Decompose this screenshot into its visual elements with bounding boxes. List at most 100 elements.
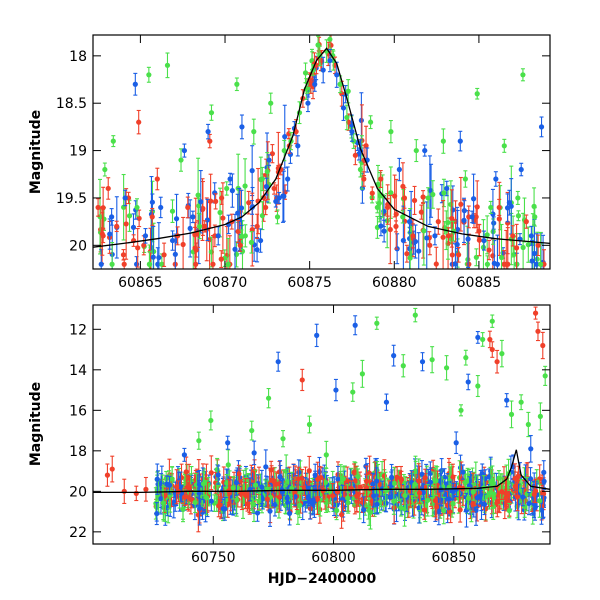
data-point-blue	[142, 228, 149, 244]
data-point-red	[361, 171, 367, 187]
band-point-red	[306, 455, 312, 486]
band-point-blue	[460, 464, 466, 480]
data-point-red	[476, 223, 482, 239]
cloud-point-blue	[424, 201, 430, 269]
top-x-tick-label: 60885	[457, 275, 502, 291]
band-point-blue	[361, 496, 367, 524]
band-point-green	[441, 496, 447, 525]
band-point-red	[213, 471, 219, 494]
data-point-blue	[251, 440, 257, 466]
band-point-red	[270, 467, 276, 494]
band-point-green	[506, 502, 512, 519]
cloud-point-green	[515, 210, 522, 222]
data-point-green	[249, 420, 255, 441]
data-point-green	[208, 104, 215, 121]
data-point-red	[263, 199, 269, 216]
cloud-point-blue	[465, 210, 471, 269]
data-point-green	[463, 349, 469, 366]
band-point-blue	[154, 502, 160, 526]
data-point-blue	[381, 219, 387, 243]
data-point-green	[234, 77, 240, 92]
band-point-green	[345, 491, 351, 514]
data-point-green	[537, 402, 543, 431]
data-point-red	[131, 234, 137, 247]
data-point-red	[237, 238, 243, 252]
cloud-point-blue	[232, 213, 238, 269]
data-point-green	[110, 135, 116, 148]
cloud-point-red	[440, 199, 446, 269]
data-point-red	[271, 182, 277, 195]
cloud-point-red	[513, 223, 520, 269]
data-point-green	[367, 115, 374, 130]
data-point-green	[520, 68, 526, 82]
band-point-blue	[284, 487, 290, 509]
cloud-point-blue	[416, 232, 422, 269]
cloud-point-blue	[134, 256, 140, 269]
data-point-green	[525, 411, 531, 438]
cloud-point-green	[407, 227, 413, 269]
band-point-blue	[446, 488, 452, 510]
data-point-blue	[391, 344, 397, 367]
band-point-red	[174, 469, 180, 505]
band-point-blue	[312, 463, 318, 487]
data-point-green	[224, 181, 230, 196]
band-point-green	[256, 491, 262, 512]
band-point-blue	[215, 465, 221, 485]
cloud-point-red	[218, 250, 224, 269]
band-point-blue	[450, 482, 456, 501]
top-x-tick-label: 60875	[287, 275, 332, 291]
data-point-blue	[340, 94, 347, 121]
data-point-green	[489, 314, 495, 328]
data-point-red	[121, 478, 127, 505]
data-point-red	[109, 455, 115, 483]
data-point-red	[143, 476, 149, 502]
data-point-green	[196, 431, 202, 450]
band-point-red	[301, 479, 307, 496]
band-point-red	[318, 466, 324, 489]
data-point-green	[357, 161, 364, 178]
data-point-red	[487, 330, 493, 349]
data-point-red	[104, 463, 111, 487]
data-point-green	[508, 400, 515, 429]
data-point-green	[134, 198, 140, 217]
data-point-blue	[312, 76, 318, 92]
data-point-green	[413, 139, 419, 163]
cloud-point-red	[420, 190, 426, 204]
data-point-green	[374, 201, 380, 214]
data-point-blue	[528, 434, 534, 463]
data-point-red	[120, 249, 127, 261]
band-point-blue	[158, 482, 164, 515]
data-point-green	[102, 162, 108, 177]
data-point-blue	[465, 373, 471, 391]
data-point-blue	[422, 144, 428, 157]
data-point-green	[388, 119, 394, 144]
cloud-point-blue	[150, 225, 156, 269]
cloud-point-green	[421, 196, 427, 266]
data-point-red	[523, 214, 529, 229]
data-point-red	[535, 234, 541, 257]
cloud-point-red	[220, 182, 226, 254]
data-point-blue	[295, 135, 301, 157]
band-point-blue	[177, 471, 184, 503]
band-point-blue	[277, 460, 283, 494]
top-y-tick-label: 18.5	[56, 96, 87, 112]
top-y-tick-label: 19	[69, 144, 87, 160]
band-point-blue	[481, 493, 488, 516]
data-point-green	[208, 410, 214, 431]
bottom-data-layer	[93, 306, 550, 533]
band-point-blue	[520, 487, 526, 507]
data-point-red	[510, 225, 516, 247]
bottom-y-tick-label: 22	[69, 525, 87, 541]
band-point-red	[216, 494, 222, 518]
data-point-green	[518, 394, 524, 411]
top-y-tick-label: 20	[69, 238, 87, 254]
cloud-point-blue	[107, 218, 113, 250]
cloud-point-red	[458, 176, 464, 232]
data-point-green	[425, 187, 431, 209]
bottom-axes-frame	[92, 304, 551, 545]
band-point-green	[433, 465, 439, 497]
band-point-red	[457, 496, 463, 523]
cloud-point-blue	[273, 195, 279, 208]
data-point-blue	[518, 162, 524, 177]
cloud-point-green	[480, 219, 487, 269]
